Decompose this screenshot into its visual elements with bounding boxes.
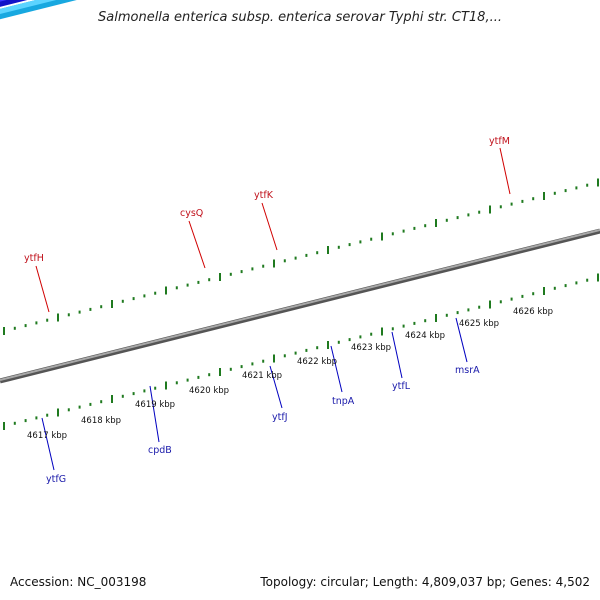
- gene-label-cysQ[interactable]: cysQ: [180, 208, 203, 219]
- scale-label: 4622 kbp: [297, 357, 337, 367]
- topology-text: Topology: circular; Length: 4,809,037 bp…: [260, 575, 590, 589]
- scale-label: 4625 kbp: [459, 319, 499, 329]
- scale-label: 4619 kbp: [135, 400, 175, 410]
- genome-backbone-highlight: [0, 229, 600, 381]
- scale-labels: 4617 kbp 4618 kbp 4619 kbp 4620 kbp 4621…: [27, 307, 553, 441]
- scale-label: 4623 kbp: [351, 343, 391, 353]
- feature-cpdB-gene[interactable]: [0, 0, 105, 20]
- gene-label-cpdB[interactable]: cpdB: [148, 445, 172, 456]
- scale-label: 4617 kbp: [27, 431, 67, 441]
- gene-labels-top: ytfH cysQ ytfK ytfM: [24, 136, 510, 264]
- scale-label: 4626 kbp: [513, 307, 553, 317]
- gene-label-ytfG[interactable]: ytfG: [46, 474, 66, 485]
- scale-label: 4621 kbp: [242, 371, 282, 381]
- scale-ticks-upper: [3, 178, 599, 335]
- scale-label: 4618 kbp: [81, 416, 121, 426]
- gene-label-ytfK[interactable]: ytfK: [254, 190, 274, 201]
- gene-label-msrA[interactable]: msrA: [455, 365, 480, 376]
- map-title: Salmonella enterica subsp. enterica sero…: [98, 10, 502, 25]
- callout-lines: [35, 147, 511, 471]
- scale-label: 4620 kbp: [189, 386, 229, 396]
- gene-label-ytfM[interactable]: ytfM: [489, 136, 510, 147]
- gene-label-ytfL[interactable]: ytfL: [392, 381, 411, 392]
- scale-label: 4624 kbp: [405, 331, 445, 341]
- scale-ticks-lower: [3, 273, 599, 430]
- accession-text: Accession: NC_003198: [10, 575, 147, 589]
- gene-label-ytfH[interactable]: ytfH: [24, 253, 44, 264]
- gene-label-tnpA[interactable]: tnpA: [332, 396, 355, 407]
- gene-label-ytfJ[interactable]: ytfJ: [272, 412, 288, 423]
- gene-labels-bottom: ytfG cpdB ytfJ tnpA ytfL msrA: [46, 365, 480, 485]
